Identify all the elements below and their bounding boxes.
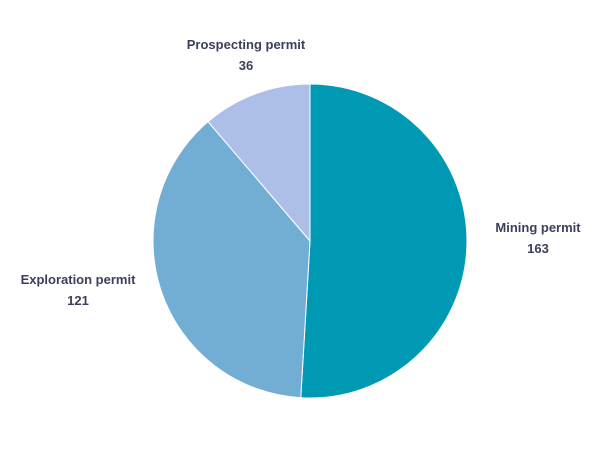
pie-slices	[152, 83, 468, 399]
slice-exploration-permit	[152, 120, 311, 399]
label-prospecting-permit-name: Prospecting permit	[187, 37, 306, 52]
label-exploration-permit-name: Exploration permit	[21, 272, 137, 287]
slice-mining-permit	[300, 83, 468, 399]
slice-prospecting-permit	[207, 83, 311, 243]
pie-labels: Mining permit 163 Exploration permit 121 Pro…	[21, 37, 582, 308]
label-mining-permit-name: Mining permit	[495, 220, 581, 235]
label-prospecting-permit-value: 36	[239, 58, 253, 73]
label-mining-permit-value: 163	[527, 241, 549, 256]
label-exploration-permit-value: 121	[67, 293, 89, 308]
